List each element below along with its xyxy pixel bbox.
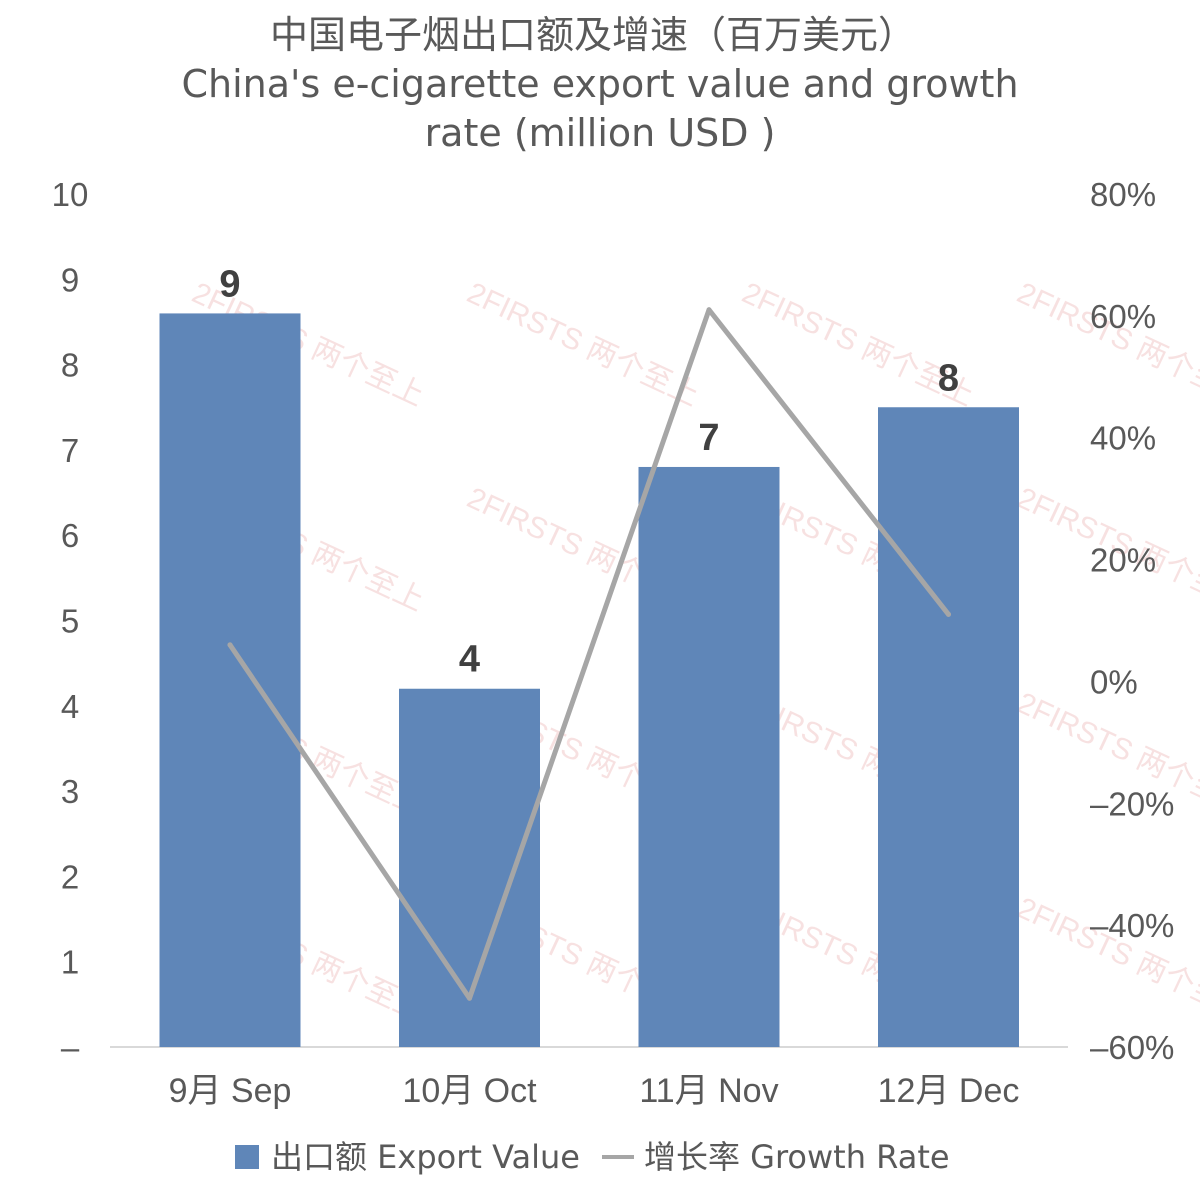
legend: 出口额 Export Value 增长率 Growth Rate bbox=[235, 1138, 950, 1176]
growth-rate-point bbox=[467, 995, 472, 1001]
category-label: 10月 Oct bbox=[402, 1072, 537, 1110]
line-series bbox=[227, 307, 951, 1001]
category-label: 11月 Nov bbox=[639, 1072, 778, 1110]
growth-rate-point bbox=[946, 611, 951, 617]
bar-4 bbox=[878, 407, 1019, 1047]
left-tick-label: 7 bbox=[61, 432, 79, 469]
left-tick-label: 10 bbox=[52, 176, 89, 213]
left-tick-label: 2 bbox=[61, 858, 79, 895]
bar-data-label: 7 bbox=[698, 417, 719, 459]
category-label: 9月 Sep bbox=[169, 1072, 292, 1110]
left-tick-label: 3 bbox=[61, 773, 79, 810]
data-labels: 9 4 7 8 bbox=[219, 263, 959, 680]
bar-3 bbox=[638, 466, 780, 1048]
growth-rate-line bbox=[227, 307, 951, 1001]
right-tick-label: 80% bbox=[1090, 176, 1156, 213]
left-tick-label: 4 bbox=[61, 688, 79, 725]
legend-growth-rate: 增长率 Growth Rate bbox=[644, 1138, 950, 1176]
right-tick-label: 0% bbox=[1090, 663, 1138, 700]
right-tick-label: –60% bbox=[1090, 1029, 1174, 1066]
right-tick-label: 60% bbox=[1090, 298, 1156, 335]
growth-rate-point bbox=[227, 642, 233, 648]
left-tick-label: 5 bbox=[61, 603, 79, 640]
bar-series bbox=[159, 313, 1019, 1048]
left-tick-label: – bbox=[61, 1029, 80, 1066]
right-tick-label: –40% bbox=[1090, 907, 1174, 944]
left-tick-label: 1 bbox=[61, 944, 79, 981]
left-tick-label: 8 bbox=[61, 347, 79, 384]
chart-subtitle-line2: rate (million USD ) bbox=[425, 111, 776, 155]
right-tick-label: –20% bbox=[1090, 785, 1174, 822]
bar-data-label: 9 bbox=[219, 263, 240, 305]
category-label: 12月 Dec bbox=[878, 1072, 1020, 1110]
growth-rate-point bbox=[706, 307, 712, 313]
right-tick-label: 40% bbox=[1090, 420, 1156, 457]
bar-data-label: 4 bbox=[459, 639, 480, 681]
left-tick-label: 9 bbox=[61, 261, 79, 298]
left-axis: – 1 2 3 4 5 6 7 8 9 10 bbox=[52, 176, 89, 1066]
chart-title: 中国电子烟出口额及增速（百万美元） bbox=[270, 13, 916, 57]
bar-data-label: 8 bbox=[938, 357, 959, 399]
right-axis: –60% –40% –20% 0% 20% 40% 60% 80% bbox=[1090, 176, 1174, 1066]
legend-export-value: 出口额 Export Value bbox=[271, 1138, 580, 1176]
bar-1 bbox=[159, 313, 301, 1047]
left-tick-label: 6 bbox=[61, 517, 79, 554]
chart-subtitle-line1: China's e-cigarette export value and gro… bbox=[181, 62, 1018, 106]
x-axis-categories: 9月 Sep 10月 Oct 11月 Nov 12月 Dec bbox=[169, 1072, 1020, 1110]
right-tick-label: 20% bbox=[1090, 542, 1156, 579]
legend-bar-swatch bbox=[235, 1145, 259, 1169]
